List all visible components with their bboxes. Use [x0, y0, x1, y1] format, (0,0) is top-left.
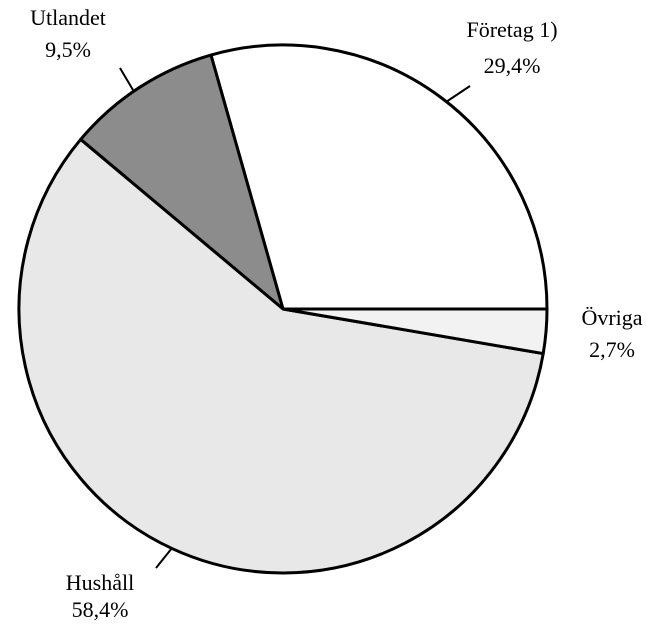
- slice-label: Utlandet: [30, 5, 106, 30]
- leader-line: [445, 85, 471, 103]
- leader-line: [119, 67, 134, 91]
- pie-slice: [281, 307, 549, 356]
- slice-label: Hushåll: [66, 570, 134, 595]
- pie-slice: [209, 43, 549, 311]
- slice-value-label: 29,4%: [484, 53, 541, 78]
- slice-label: Övriga: [581, 305, 642, 330]
- slice-value-label: 9,5%: [45, 37, 91, 62]
- slice-value-label: 58,4%: [72, 597, 129, 622]
- leader-line: [155, 547, 173, 569]
- slice-label: Företag 1): [466, 17, 557, 42]
- pie-slice: [79, 53, 285, 311]
- slice-value-label: 2,7%: [589, 337, 635, 362]
